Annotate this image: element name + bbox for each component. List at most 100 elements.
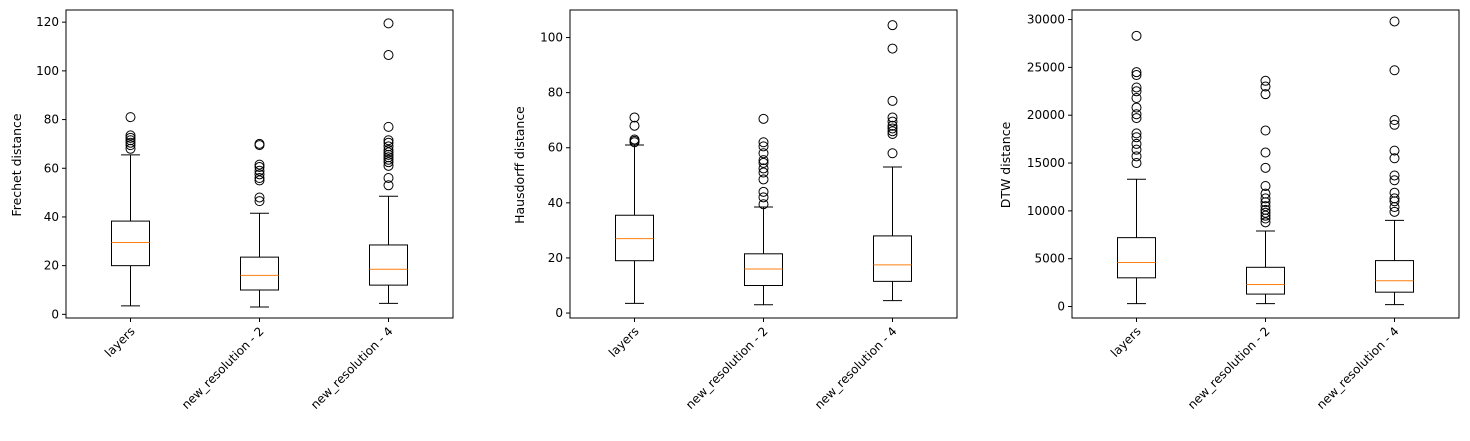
outlier-point bbox=[887, 95, 898, 106]
outlier-point bbox=[887, 148, 898, 159]
y-tick-label: 25000 bbox=[1027, 60, 1065, 74]
outlier-point bbox=[887, 126, 898, 137]
outlier-point bbox=[254, 173, 265, 183]
box-1 bbox=[615, 112, 654, 304]
outlier-point bbox=[1260, 162, 1271, 173]
box-2 bbox=[744, 113, 783, 306]
iqr-box bbox=[369, 244, 408, 286]
outlier-point bbox=[1131, 86, 1142, 97]
outlier-point bbox=[254, 138, 265, 149]
x-tick-label: layers bbox=[102, 324, 138, 360]
box-3 bbox=[1375, 16, 1414, 306]
x-tick-label: new_resolution - 4 bbox=[1314, 324, 1402, 412]
axes-frame bbox=[65, 9, 454, 319]
y-tick-label: 30000 bbox=[1027, 13, 1065, 27]
outlier-point bbox=[887, 116, 898, 127]
outlier-point bbox=[254, 175, 265, 186]
box-2 bbox=[240, 138, 279, 308]
outlier-point bbox=[1389, 170, 1400, 181]
outlier-point bbox=[1131, 93, 1142, 103]
y-tick-label: 100 bbox=[540, 31, 563, 45]
outlier-point bbox=[383, 180, 394, 191]
x-tick-label: layers bbox=[606, 324, 642, 360]
outlier-point bbox=[629, 134, 640, 145]
outlier-point bbox=[1260, 207, 1271, 218]
box-2 bbox=[1246, 75, 1285, 305]
box-1 bbox=[1117, 30, 1156, 305]
iqr-box bbox=[1375, 260, 1414, 293]
iqr-box bbox=[240, 256, 279, 291]
outlier-point bbox=[1389, 145, 1400, 156]
outlier-point bbox=[1389, 175, 1400, 186]
outlier-point bbox=[887, 43, 898, 54]
x-tick-label: new_resolution - 4 bbox=[308, 324, 396, 412]
y-axis-label: DTW distance bbox=[998, 121, 1013, 208]
outlier-point bbox=[1260, 201, 1271, 212]
outlier-point bbox=[758, 174, 769, 185]
x-tick-label: new_resolution - 2 bbox=[1185, 324, 1273, 412]
outlier-point bbox=[1260, 217, 1271, 228]
iqr-box bbox=[873, 235, 912, 282]
outlier-point bbox=[1389, 119, 1400, 130]
x-tick-label: layers bbox=[1108, 324, 1144, 360]
iqr-box bbox=[744, 253, 783, 286]
outlier-point bbox=[1131, 138, 1142, 149]
y-axis-label: Frechet distance bbox=[9, 113, 24, 216]
outlier-point bbox=[1389, 65, 1400, 76]
y-tick-label: 40 bbox=[548, 196, 563, 210]
outlier-point bbox=[383, 137, 394, 148]
outlier-point bbox=[758, 192, 769, 203]
outlier-point bbox=[758, 163, 769, 174]
outlier-point bbox=[1131, 132, 1142, 143]
outlier-point bbox=[254, 192, 265, 203]
outlier-point bbox=[125, 132, 136, 143]
outlier-point bbox=[629, 120, 640, 131]
y-tick-label: 15000 bbox=[1027, 156, 1065, 170]
y-tick-label: 20 bbox=[44, 259, 59, 273]
iqr-box bbox=[1117, 237, 1156, 279]
iqr-box bbox=[1246, 266, 1285, 295]
box-1 bbox=[111, 112, 150, 307]
outlier-point bbox=[1131, 144, 1142, 155]
outlier-point bbox=[125, 112, 136, 123]
outlier-point bbox=[1389, 187, 1400, 198]
outlier-point bbox=[1389, 193, 1400, 204]
outlier-point bbox=[383, 121, 394, 132]
outlier-point bbox=[1131, 109, 1142, 120]
y-tick-label: 10000 bbox=[1027, 204, 1065, 218]
outlier-point bbox=[254, 165, 265, 176]
x-tick-label: new_resolution - 2 bbox=[179, 324, 267, 412]
outlier-point bbox=[383, 135, 394, 146]
outlier-point bbox=[383, 154, 394, 165]
outlier-point bbox=[1131, 158, 1142, 169]
outlier-point bbox=[758, 157, 769, 168]
outlier-point bbox=[1389, 153, 1400, 164]
outlier-point bbox=[254, 196, 265, 207]
outlier-point bbox=[887, 20, 898, 31]
outlier-point bbox=[383, 141, 394, 152]
y-tick-label: 100 bbox=[36, 64, 59, 78]
y-tick-label: 0 bbox=[555, 306, 563, 320]
outlier-point bbox=[887, 112, 898, 123]
dtw-box-plot: DTW distance 0 5000 10000 15000 20000 25000 30… bbox=[998, 9, 1460, 412]
outlier-point bbox=[758, 186, 769, 197]
outlier-point bbox=[1131, 30, 1142, 41]
y-tick-label: 60 bbox=[548, 141, 563, 155]
outlier-point bbox=[887, 123, 898, 134]
outlier-point bbox=[254, 169, 265, 180]
outlier-point bbox=[887, 120, 898, 131]
outlier-point bbox=[383, 147, 394, 158]
outlier-point bbox=[1131, 113, 1142, 124]
y-tick-label: 0 bbox=[1057, 300, 1065, 314]
y-tick-label: 0 bbox=[51, 307, 59, 321]
x-tick-label: new_resolution - 2 bbox=[683, 324, 771, 412]
outlier-point bbox=[1260, 188, 1271, 199]
y-tick-label: 20000 bbox=[1027, 108, 1065, 122]
iqr-box bbox=[111, 220, 150, 267]
outlier-point bbox=[1260, 75, 1271, 86]
hausdorff-box-plot: Hausdorff distance 0 20 40 60 80 100 layers new… bbox=[512, 9, 958, 412]
outlier-point bbox=[758, 137, 769, 148]
outlier-point bbox=[125, 135, 136, 146]
outlier-point bbox=[758, 113, 769, 124]
